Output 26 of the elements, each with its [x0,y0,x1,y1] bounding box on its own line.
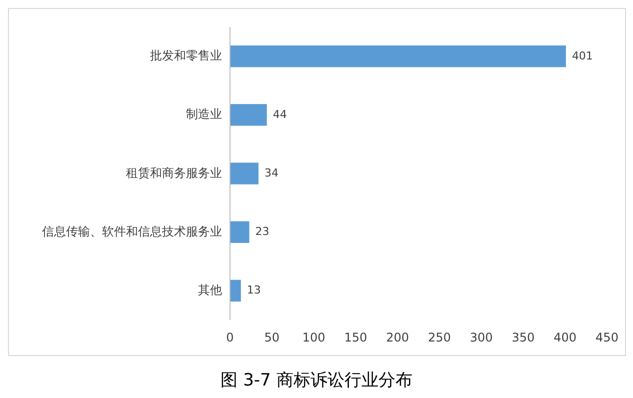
data-label: 34 [264,166,278,180]
bar [230,162,258,184]
data-label: 44 [272,108,287,121]
y-tick-label: 其他 [198,282,222,297]
y-tick-label: 租赁和商务服务业 [126,166,222,180]
x-tick-label: 450 [596,330,618,344]
bar [230,221,250,243]
data-label: 13 [246,284,261,297]
data-label: 23 [255,225,270,238]
x-tick-label: 200 [386,330,410,344]
x-tick-label: 100 [302,330,326,344]
x-tick-label: 150 [344,330,368,344]
bar [230,45,566,68]
y-tick-label: 信息传输、软件和信息技术服务业 [42,224,222,238]
x-tick-label: 250 [428,330,451,344]
x-tick-label: 300 [470,330,493,344]
x-tick-label: 50 [264,330,280,344]
x-tick-label: 0 [226,330,234,344]
bar [230,280,241,302]
text: 图 3-7 商标诉讼行业分布 [220,370,412,391]
x-tick-label: 400 [554,330,577,344]
bar [230,104,267,126]
y-tick-label: 批发和零售业 [150,48,222,63]
x-tick-label: 350 [512,330,535,344]
data-label: 401 [572,49,593,62]
y-tick-label: 制造业 [186,107,222,122]
